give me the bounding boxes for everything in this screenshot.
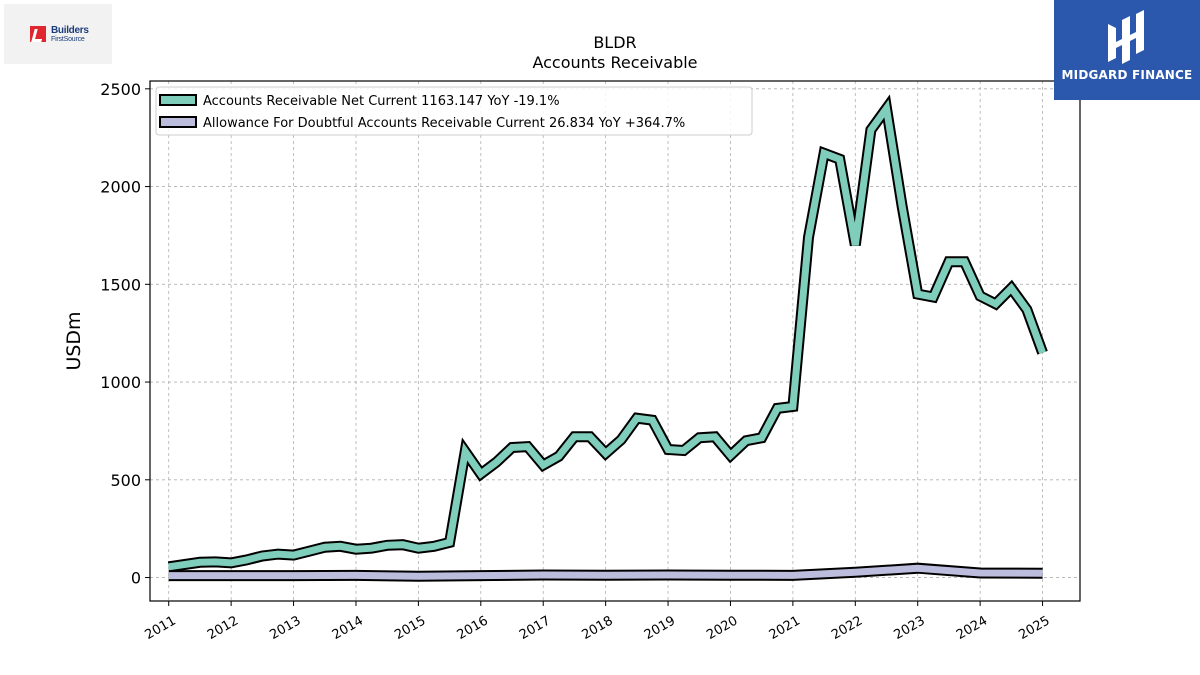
- y-tick-label: 500: [110, 471, 141, 490]
- legend-swatch: [159, 116, 197, 128]
- logo-left-line1: Builders: [51, 25, 89, 36]
- x-tick-label: 2021: [767, 613, 803, 643]
- chart-title: BLDR: [593, 33, 636, 52]
- plot-frame: [149, 80, 1081, 602]
- legend-swatch: [159, 94, 197, 106]
- y-tick-label: 0: [131, 569, 141, 588]
- x-tick-label: 2015: [392, 613, 428, 643]
- legend-label: Allowance For Doubtful Accounts Receivab…: [203, 116, 685, 131]
- y-tick-label: 2000: [100, 178, 141, 197]
- logo-left-line2: FirstSource: [51, 36, 85, 43]
- plot-area: [167, 94, 1048, 582]
- builders-firstsource-mark-icon: [30, 26, 46, 42]
- x-tick-label: 2011: [143, 613, 179, 643]
- x-tick-label: 2020: [704, 613, 740, 643]
- x-tick-label: 2013: [267, 613, 303, 643]
- x-tick-label: 2023: [892, 613, 928, 643]
- y-axis-label: USDm: [63, 311, 85, 370]
- grid: [150, 81, 1080, 601]
- midgard-finance-logo: MIDGARD FINANCE: [1054, 0, 1200, 100]
- midgard-finance-mark-icon: [1108, 10, 1144, 64]
- legend-label: Accounts Receivable Net Current 1163.147…: [203, 94, 560, 109]
- series-line: [168, 99, 1046, 571]
- x-axis: 2011 2012 2013 2014 2015 2016 2017 2018 2019 2020…: [143, 601, 1053, 643]
- x-tick-label: 2016: [455, 613, 491, 643]
- y-tick-label: 2500: [100, 80, 141, 99]
- x-tick-label: 2025: [1016, 613, 1052, 643]
- y-tick-label: 1500: [100, 275, 141, 294]
- x-tick-label: 2018: [579, 613, 615, 643]
- x-tick-label: 2022: [829, 613, 865, 643]
- x-tick-label: 2019: [642, 613, 678, 643]
- logo-right-text: MIDGARD FINANCE: [1061, 68, 1193, 82]
- series-line: [168, 564, 1043, 580]
- chart-subtitle: Accounts Receivable: [532, 53, 697, 72]
- builders-firstsource-logo: Builders FirstSource: [4, 4, 112, 64]
- y-axis: 0 500 1000 1500 2000 2500: [100, 80, 150, 588]
- x-tick-label: 2012: [205, 613, 241, 643]
- legend: Accounts Receivable Net Current 1163.147…: [155, 86, 753, 136]
- x-tick-label: 2014: [330, 613, 366, 643]
- x-tick-label: 2017: [517, 613, 553, 643]
- legend-box: [155, 86, 753, 136]
- x-tick-label: 2024: [954, 613, 990, 643]
- y-tick-label: 1000: [100, 373, 141, 392]
